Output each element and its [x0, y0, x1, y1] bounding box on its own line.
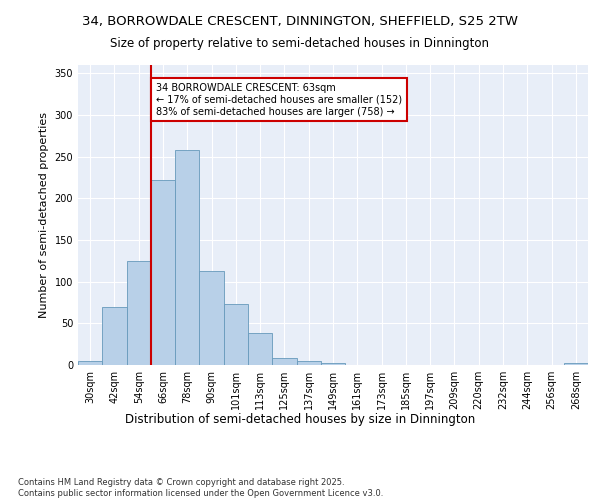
Bar [78, 361, 102, 365]
Bar [175, 150, 199, 365]
Bar [151, 180, 175, 365]
Text: 34, BORROWDALE CRESCENT, DINNINGTON, SHEFFIELD, S25 2TW: 34, BORROWDALE CRESCENT, DINNINGTON, SHE… [82, 15, 518, 28]
Bar [127, 261, 151, 365]
Bar [564, 364, 588, 365]
Text: Contains HM Land Registry data © Crown copyright and database right 2025.
Contai: Contains HM Land Registry data © Crown c… [18, 478, 383, 498]
Bar [321, 362, 345, 365]
Text: Size of property relative to semi-detached houses in Dinnington: Size of property relative to semi-detach… [110, 38, 490, 51]
Bar [199, 271, 224, 365]
Bar [296, 361, 321, 365]
Y-axis label: Number of semi-detached properties: Number of semi-detached properties [39, 112, 49, 318]
Bar [102, 306, 127, 365]
Bar [272, 358, 296, 365]
Bar [224, 304, 248, 365]
Text: Distribution of semi-detached houses by size in Dinnington: Distribution of semi-detached houses by … [125, 412, 475, 426]
Text: 34 BORROWDALE CRESCENT: 63sqm
← 17% of semi-detached houses are smaller (152)
83: 34 BORROWDALE CRESCENT: 63sqm ← 17% of s… [156, 84, 402, 116]
Bar [248, 334, 272, 365]
